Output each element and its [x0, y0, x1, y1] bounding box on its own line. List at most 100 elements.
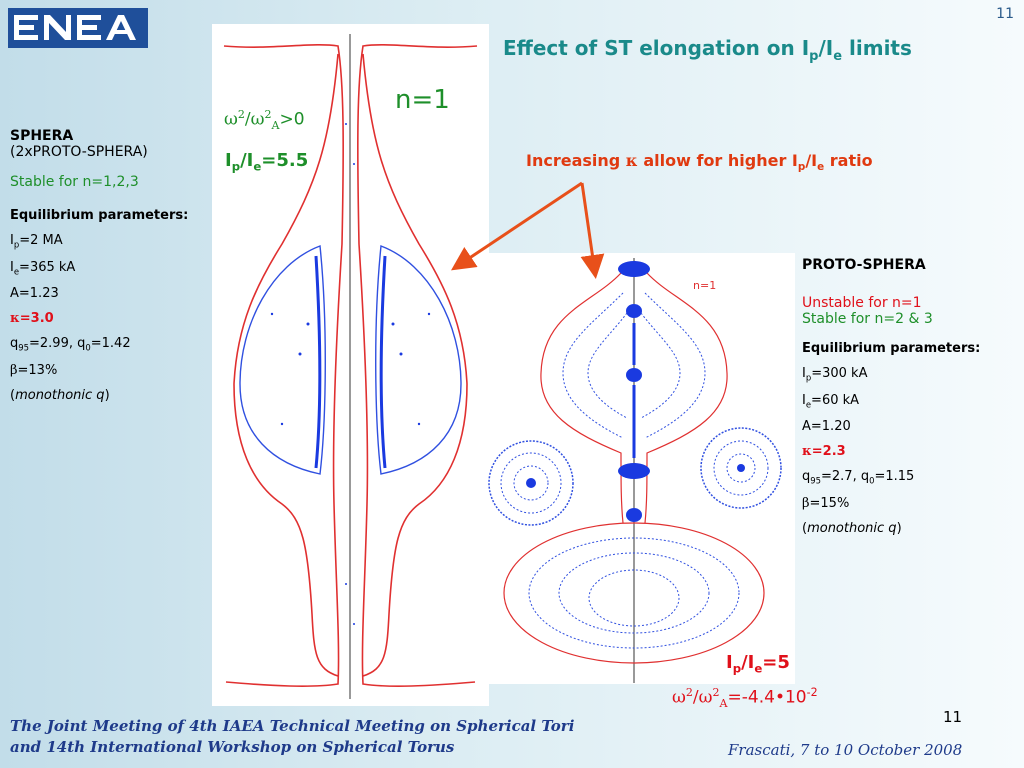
paren-open: (	[802, 520, 808, 536]
kappa-symbol: κ	[625, 151, 638, 170]
ip-value: =2 MA	[19, 233, 63, 248]
omega-value: >0	[279, 109, 305, 130]
footer-location-date: Frascati, 7 to 10 October 2008	[728, 741, 963, 759]
subtitle-text: Increasing	[526, 151, 626, 170]
paren-close: )	[104, 387, 110, 403]
omega-exponent: 2	[237, 108, 245, 121]
kappa-symbol: κ	[802, 444, 812, 460]
q0-value: =1.15	[874, 469, 915, 485]
sphera-profile: (monothonic q)	[10, 388, 210, 403]
profile-text: monothonic q	[15, 387, 105, 403]
q-label: q	[802, 469, 811, 485]
omega-symbol: ω	[672, 687, 686, 708]
omega-a-subscript: A	[719, 697, 728, 711]
sphera-beta: β=13%	[10, 363, 210, 378]
sphera-stability: Stable for n=1,2,3	[10, 174, 139, 190]
sphera-params-heading: Equilibrium parameters:	[10, 208, 189, 223]
omega-value-exponent: -2	[806, 686, 818, 699]
sphera-aspect: A=1.23	[10, 286, 59, 302]
ratio-sub-e: e	[754, 661, 763, 676]
paren-close: )	[896, 520, 902, 536]
title-sub-e: e	[833, 49, 843, 64]
omega-a-subscript: A	[271, 119, 280, 133]
subtitle-text-suffix: ratio	[824, 151, 873, 170]
proto-sphera-ie: Ie=60 kA	[802, 393, 1017, 410]
subtitle-sub-e: e	[817, 161, 825, 174]
sphera-variant: (2xPROTO-SPHERA)	[10, 144, 148, 160]
proto-sphera-profile: (monothonic q)	[802, 521, 1017, 536]
subtitle-text-mid: /I	[805, 151, 818, 170]
title-text-mid: /I	[818, 36, 834, 60]
proto-sphera-name: PROTO-SPHERA	[802, 257, 926, 273]
arrow-to-left-plot	[451, 181, 583, 271]
ip-label: I	[10, 233, 14, 248]
proto-sphera-mode-plot: n=1	[483, 253, 795, 684]
q95-sub: 95	[810, 475, 822, 486]
arrow-to-right-plot	[580, 182, 605, 279]
proto-sphera-ip: Ip=300 kA	[802, 366, 1017, 383]
omega-a-symbol: ω	[698, 687, 713, 708]
sphera-ip: Ip=2 MA	[10, 233, 210, 250]
kappa-value: =3.0	[19, 311, 54, 327]
omega-symbol: ω	[224, 109, 238, 130]
ie-sub: e	[805, 399, 812, 410]
sphera-ie: Ie=365 kA	[10, 260, 210, 277]
plasma-boundary	[239, 245, 462, 475]
inset-disk-left	[488, 440, 574, 526]
growth-rate-left: ω2/ω2A>0	[224, 108, 305, 132]
ie-sub: e	[13, 266, 20, 277]
ratio-sub-e: e	[253, 159, 262, 174]
vessel-boundary	[503, 272, 765, 664]
ratio-I: I	[225, 150, 232, 171]
slash: /	[244, 109, 251, 130]
proto-sphera-info: PROTO-SPHERA Unstable for n=1 Stable for…	[802, 257, 1017, 536]
sphera-mode-plot	[212, 24, 489, 706]
ratio-value: =5.5	[261, 150, 309, 171]
ratio-value: =5	[762, 652, 790, 673]
proto-sphera-aspect: A=1.20	[802, 419, 851, 435]
q95-value: =2.99, q	[29, 336, 86, 352]
proto-sphera-stable: Stable for n=2 & 3	[802, 311, 933, 327]
flux-surfaces	[528, 292, 740, 649]
omega-a-exponent: 2	[712, 686, 720, 699]
q0-sub: 0	[869, 475, 875, 486]
mode-number-label: n=1	[395, 85, 450, 115]
slide-title: Effect of ST elongation on Ip/Ie limits	[503, 36, 912, 64]
profile-text: monothonic q	[807, 520, 897, 536]
ratio-I: I	[726, 652, 733, 673]
q-label: q	[10, 336, 19, 352]
proto-sphera-params-heading: Equilibrium parameters:	[802, 341, 981, 356]
ratio-mid: /I	[741, 652, 755, 673]
ip-label: I	[802, 366, 806, 381]
mode-points	[270, 123, 431, 625]
current-ratio-right: Ip/Ie=5	[726, 652, 790, 676]
kappa-value: =2.3	[811, 444, 846, 460]
slash: /	[692, 687, 699, 708]
q95-value: =2.7, q	[821, 469, 870, 485]
subtitle-sub-p: p	[797, 161, 806, 174]
title-sub-p: p	[809, 49, 819, 64]
footer-line-1: The Joint Meeting of 4th IAEA Technical …	[10, 717, 575, 735]
ie-label: I	[10, 259, 14, 275]
axis-nodes	[618, 261, 650, 522]
arrows	[451, 181, 605, 279]
beta-symbol: β	[802, 495, 810, 511]
proto-sphera-q: q95=2.7, q0=1.15	[802, 469, 1017, 486]
paren-open: (	[10, 387, 16, 403]
mode-structure	[314, 255, 387, 469]
sphera-name: SPHERA	[10, 128, 74, 144]
omega-a-exponent: 2	[264, 108, 272, 121]
mode-label-inset: n=1	[693, 279, 716, 292]
q95-sub: 95	[18, 342, 30, 353]
enea-logo	[8, 8, 148, 48]
ip-value: =300 kA	[811, 366, 868, 381]
omega-a-symbol: ω	[250, 109, 265, 130]
ip-sub: p	[13, 239, 20, 250]
q0-sub: 0	[85, 342, 91, 353]
beta-value: =13%	[17, 362, 58, 378]
sphera-kappa: κ=3.0	[10, 311, 210, 326]
sphera-info: SPHERA (2xPROTO-SPHERA) Stable for n=1,2…	[10, 128, 210, 403]
beta-value: =15%	[809, 495, 850, 511]
vessel-boundary	[223, 44, 478, 687]
title-text-suffix: limits	[842, 36, 912, 60]
